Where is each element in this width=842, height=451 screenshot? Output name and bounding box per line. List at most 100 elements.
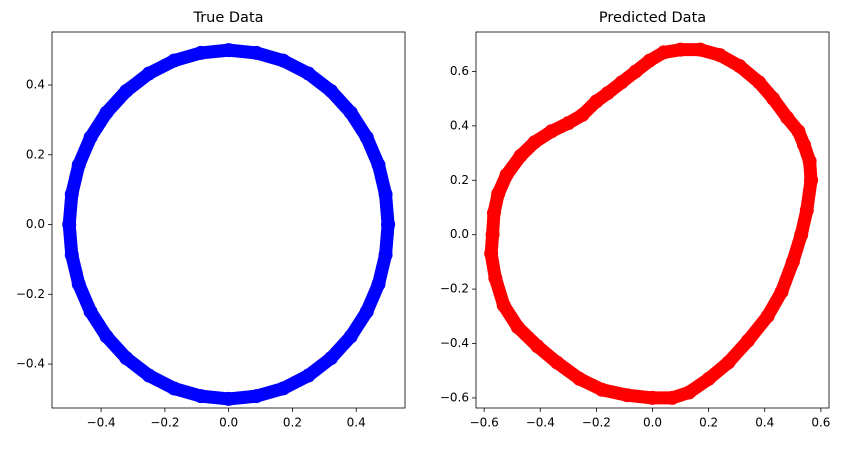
point [301,66,316,81]
point [802,154,817,169]
point [721,355,736,370]
point [780,110,795,125]
point [64,187,79,202]
point [752,75,767,90]
chart-title: Predicted Data [599,10,706,26]
point [673,42,688,57]
point [797,137,812,152]
point [496,298,511,313]
point [804,173,819,188]
point [71,277,86,292]
chart-title: True Data [192,10,263,26]
point [276,53,291,68]
point [276,381,291,396]
y-tick-label: −0.4 [440,336,469,350]
axes-frame [475,31,830,409]
y-tick-label: 0.0 [450,227,469,241]
point [774,284,789,299]
x-tick-label: −0.4 [526,416,555,430]
point [119,83,134,98]
x-tick-label: 0.2 [699,416,718,430]
point [594,382,609,397]
point [600,86,615,101]
x-tick-label: 0.6 [811,416,830,430]
y-tick-label: 0.4 [450,118,469,132]
y-tick-label: −0.2 [16,287,45,301]
point [620,388,635,403]
point [572,371,587,386]
point [99,105,114,120]
point [193,389,208,404]
point [249,389,264,404]
point [794,227,809,242]
point [221,391,236,406]
x-tick-label: −0.2 [150,416,179,430]
point [799,203,814,218]
point [83,130,98,145]
point [785,254,800,269]
point [642,53,657,68]
point [513,148,528,163]
y-tick-label: 0.6 [450,64,469,78]
point [301,368,316,383]
point [62,217,77,232]
point [167,53,182,68]
point [488,271,503,286]
point [656,45,671,60]
y-tick-label: 0.2 [26,147,45,161]
y-tick-label: −0.6 [440,390,469,404]
x-tick-label: −0.4 [87,416,116,430]
point [791,124,806,139]
point [766,91,781,106]
point [324,351,339,366]
point [712,48,727,63]
point [359,304,374,319]
point [343,105,358,120]
point [378,247,393,262]
y-tick-label: −0.4 [16,357,45,371]
point [693,42,708,57]
point [575,107,590,122]
point [381,217,396,232]
point [530,339,545,354]
point-band [62,43,395,406]
point [83,304,98,319]
point [499,167,514,182]
point [193,45,208,60]
point [486,205,501,220]
x-tick-label: 0.0 [643,416,662,430]
point [732,59,747,74]
x-tick-label: −0.2 [582,416,611,430]
point [589,94,604,109]
x-tick-label: 0.4 [755,416,774,430]
point [99,329,114,344]
point [665,390,680,405]
x-tick-label: 0.0 [219,416,238,430]
y-tick-label: 0.2 [450,173,469,187]
point [760,309,775,324]
point [324,83,339,98]
point [740,333,755,348]
point [167,381,182,396]
subplot: True Data −0.4 −0.2 0.0 0.2 0.4 −0.4 −0.2 0.0 0.2… [16,10,406,430]
point [343,329,358,344]
point [64,247,79,262]
subplot: Predicted Data −0.6 −0.4 −0.2 0.0 0.2 0.4 0.6 −0… [440,10,831,430]
point [119,351,134,366]
point [681,385,696,400]
point [701,371,716,386]
point [221,43,236,58]
point [71,157,86,172]
point [614,75,629,90]
axes-frame [51,31,406,409]
point [628,64,643,79]
x-tick-label: 0.2 [283,416,302,430]
y-tick-label: 0.4 [26,78,45,92]
point [510,320,525,335]
point [484,246,499,261]
point [141,368,156,383]
point [645,390,660,405]
y-tick-label: 0.0 [26,217,45,231]
point [371,277,386,292]
